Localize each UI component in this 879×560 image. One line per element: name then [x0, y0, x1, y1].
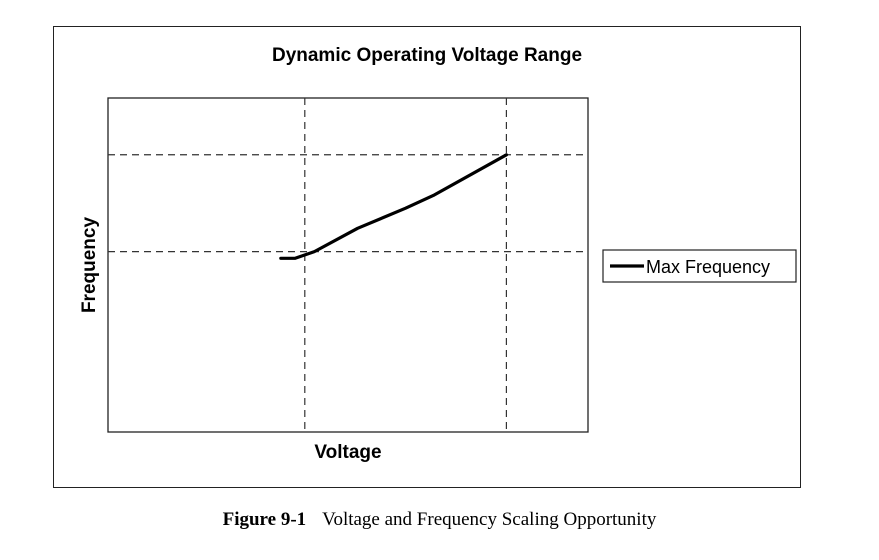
figure-number: Figure 9-1 — [222, 509, 307, 530]
plot-area — [107, 97, 589, 433]
reference-lines — [108, 98, 588, 432]
legend: Max Frequency — [602, 249, 797, 283]
chart-title: Dynamic Operating Voltage Range — [272, 45, 582, 66]
caption-text: Voltage and Frequency Scaling Opportunit… — [322, 509, 657, 530]
figure-caption: Figure 9-1 Voltage and Frequency Scaling … — [0, 509, 879, 531]
y-axis-label: Frequency — [79, 217, 100, 314]
legend-label: Max Frequency — [646, 257, 770, 277]
figure-frame — [53, 26, 801, 488]
x-axis-label: Voltage — [314, 442, 381, 463]
series-group — [279, 153, 508, 260]
series-line-max-frequency — [279, 153, 508, 260]
